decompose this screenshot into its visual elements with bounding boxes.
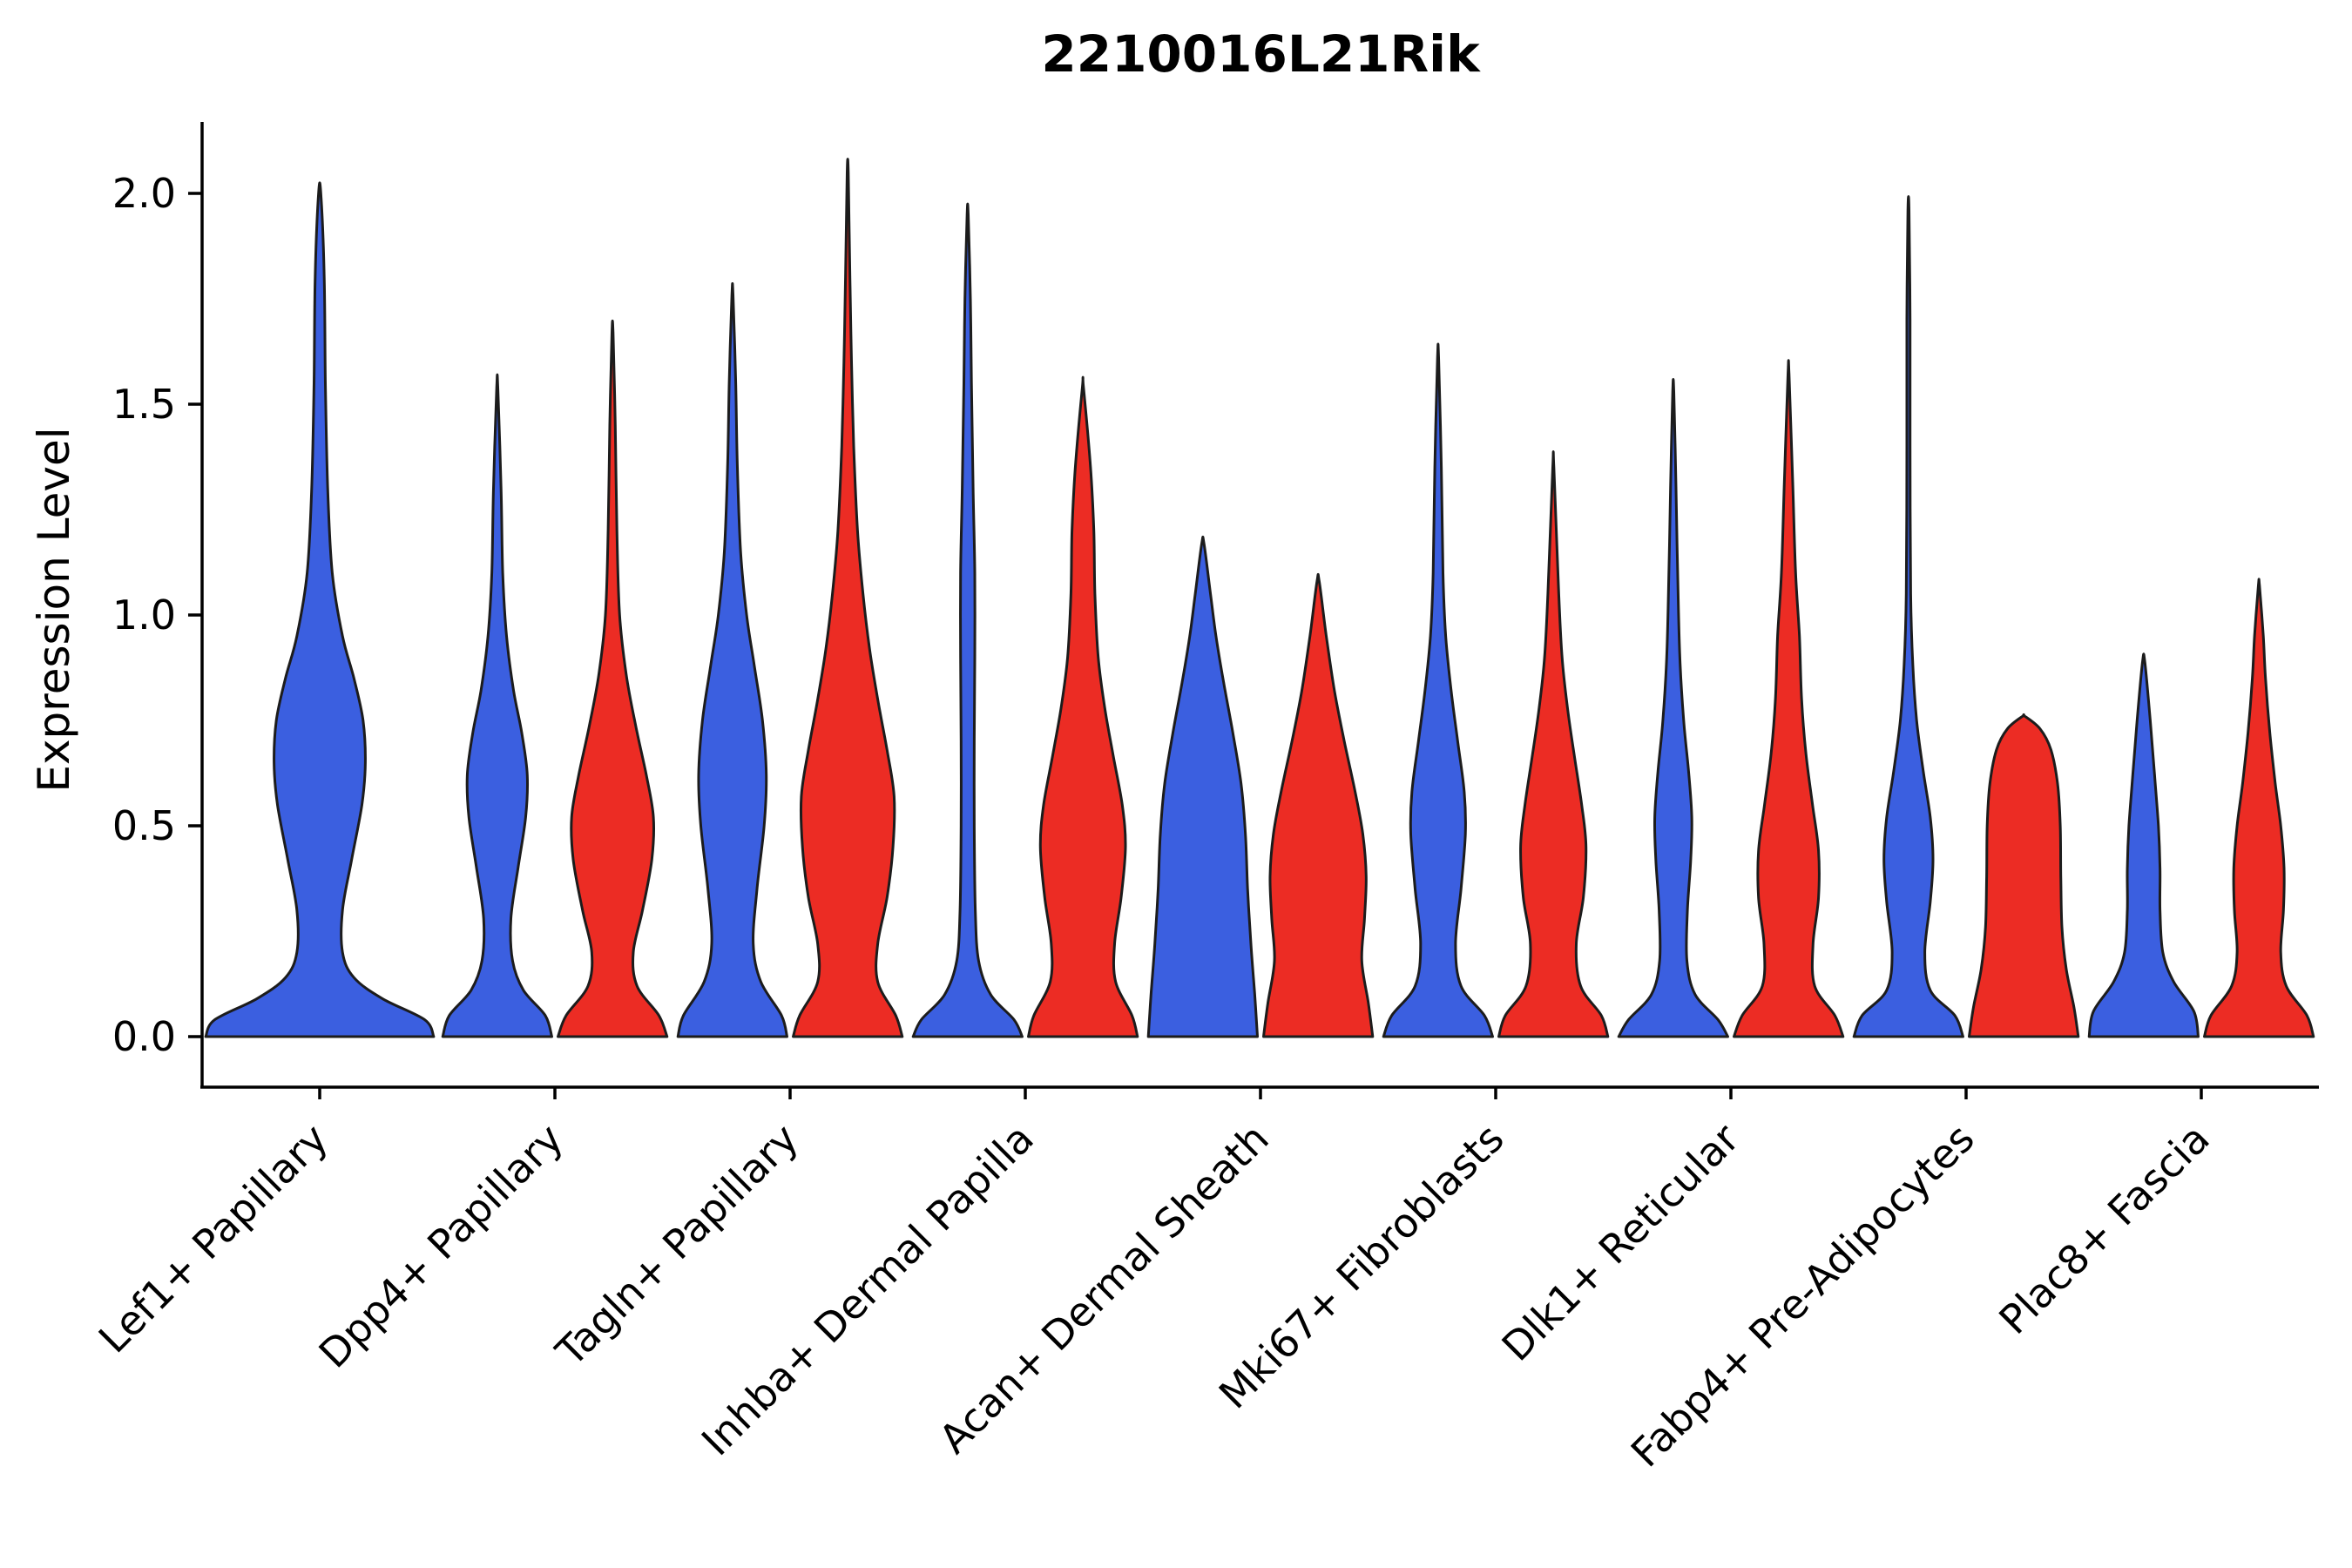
violin-dpp4-red xyxy=(557,319,669,1038)
violin-dlk1-red xyxy=(1733,359,1845,1038)
chart-title: 2210016L21Rik xyxy=(1041,24,1480,84)
y-axis-tick-label: 0.0 xyxy=(112,1013,176,1060)
y-axis-tick-label: 1.5 xyxy=(112,381,176,428)
y-axis-tick-label: 2.0 xyxy=(112,170,176,217)
violin-inhba-red xyxy=(1027,375,1139,1038)
y-axis-tick-label: 0.5 xyxy=(112,802,176,849)
violin-mki67-blue xyxy=(1382,342,1494,1038)
violin-acan-red xyxy=(1262,572,1375,1038)
violin-dlk1-blue xyxy=(1617,378,1729,1038)
violin-dpp4-blue xyxy=(441,373,553,1038)
violin-fabp4-blue xyxy=(1852,195,1964,1038)
x-axis-tick-label: Tagln+ Papillary xyxy=(546,1115,808,1376)
x-axis-tick-label: Dlk1+ Reticular xyxy=(1493,1115,1748,1370)
y-axis-label: Expression Level xyxy=(29,427,79,793)
violin-lef1-blue xyxy=(204,181,436,1038)
y-axis-tick-label: 1.0 xyxy=(112,591,176,639)
violin-plac8-red xyxy=(2203,578,2315,1038)
x-axis-tick-label: Dpp4+ Papillary xyxy=(310,1115,572,1377)
violin-tagln-blue xyxy=(676,281,788,1038)
violin-acan-blue xyxy=(1146,535,1259,1038)
x-axis-tick-label: Lef1+ Papillary xyxy=(90,1115,337,1362)
violin-tagln-red xyxy=(792,158,904,1038)
violin-fabp4-red xyxy=(1968,713,2080,1038)
violin-mki67-red xyxy=(1497,449,1610,1038)
violin-inhba-blue xyxy=(911,202,1024,1038)
x-axis-tick-label: Plac8+ Fascia xyxy=(1990,1115,2218,1343)
violin-plac8-blue xyxy=(2087,652,2200,1038)
